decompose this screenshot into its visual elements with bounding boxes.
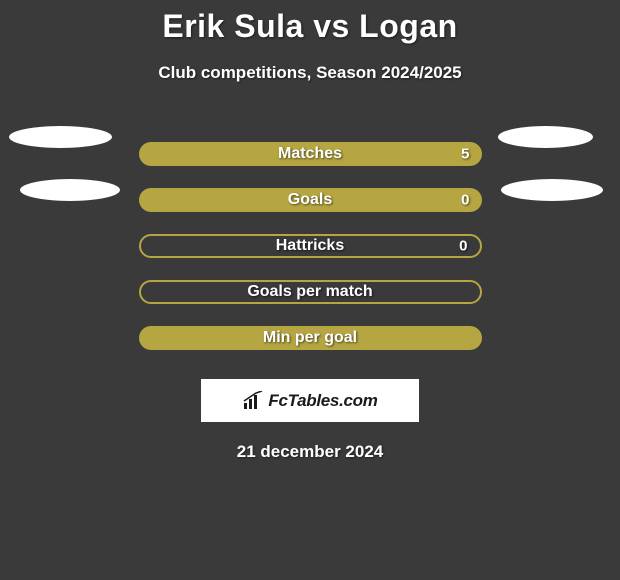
main-container: Erik Sula vs Logan Club competitions, Se… xyxy=(0,0,620,462)
page-title: Erik Sula vs Logan xyxy=(0,8,620,45)
stat-bar-goals-per-match: Goals per match xyxy=(139,280,482,304)
stat-label: Goals per match xyxy=(247,283,372,301)
stats-area: Matches 5 Goals 0 Hattricks 0 Goals per … xyxy=(0,131,620,361)
stat-row: Goals 0 xyxy=(0,177,620,223)
stat-row: Goals per match xyxy=(0,269,620,315)
logo-content: FcTables.com xyxy=(242,391,377,411)
branding-box: FcTables.com xyxy=(201,379,419,422)
stat-row: Min per goal xyxy=(0,315,620,361)
chart-icon xyxy=(242,391,266,411)
stat-label: Hattricks xyxy=(276,237,344,255)
stat-value: 0 xyxy=(461,192,469,209)
logo-text: FcTables.com xyxy=(268,391,377,411)
page-subtitle: Club competitions, Season 2024/2025 xyxy=(0,63,620,83)
stat-bar-min-per-goal: Min per goal xyxy=(139,326,482,350)
stat-row: Matches 5 xyxy=(0,131,620,177)
stat-label: Min per goal xyxy=(263,329,357,347)
stat-label: Goals xyxy=(288,191,332,209)
stat-bar-goals: Goals 0 xyxy=(139,188,482,212)
stat-bar-hattricks: Hattricks 0 xyxy=(139,234,482,258)
stat-value: 5 xyxy=(461,146,469,163)
stat-value: 0 xyxy=(459,238,467,255)
footer-date: 21 december 2024 xyxy=(0,442,620,462)
stat-label: Matches xyxy=(278,145,342,163)
stat-row: Hattricks 0 xyxy=(0,223,620,269)
stat-bar-matches: Matches 5 xyxy=(139,142,482,166)
